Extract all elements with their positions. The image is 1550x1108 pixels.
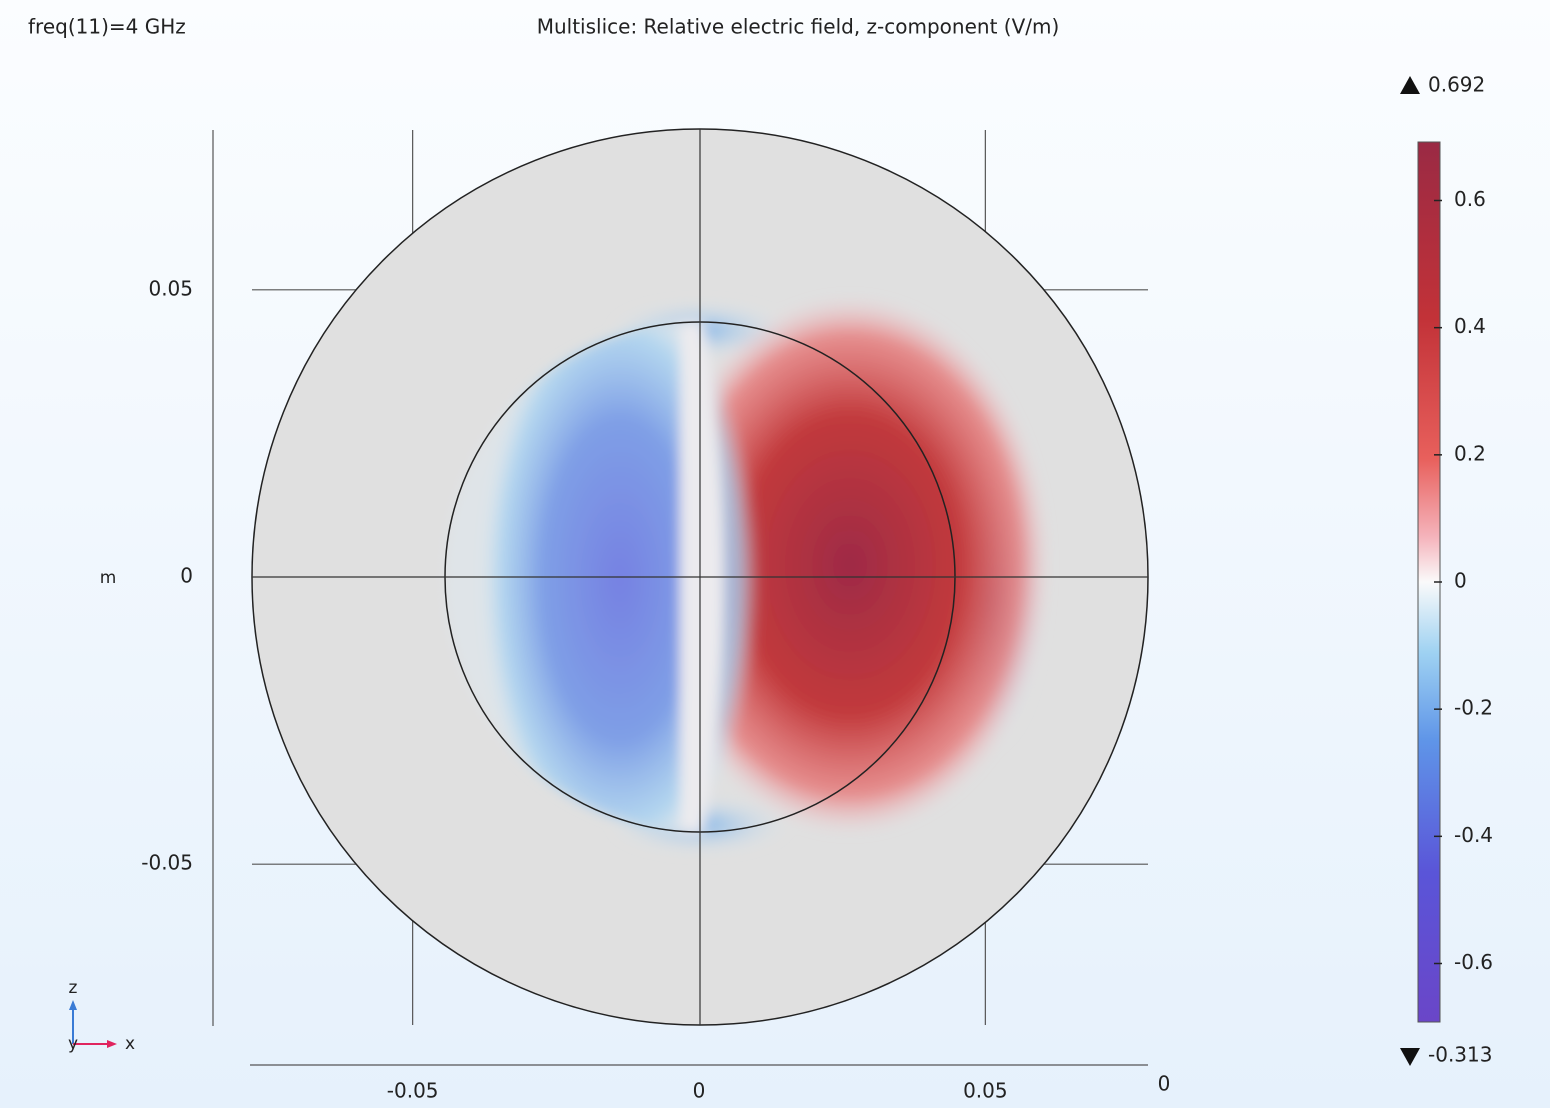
colorbar-tick-label: 0.6 <box>1454 187 1486 211</box>
colorbar-tick-label: -0.6 <box>1454 950 1493 974</box>
triad-label: x <box>125 1034 135 1054</box>
chart-title: Multislice: Relative electric field, z-c… <box>537 15 1060 39</box>
triad-arrow <box>107 1040 117 1048</box>
x-tick-label: -0.05 <box>387 1079 439 1103</box>
triad-label: y <box>68 1034 78 1054</box>
axis-triad: z y x <box>68 978 135 1054</box>
colorbar-tick-label: 0.4 <box>1454 314 1486 338</box>
colorbar-tick-label: 0.2 <box>1454 441 1486 465</box>
max-label: 0.692 <box>1428 73 1485 97</box>
triad-arrow <box>69 1000 77 1010</box>
y-tick-label: 0.05 <box>148 276 193 300</box>
colorbar-tick-label: -0.2 <box>1454 696 1493 720</box>
min-marker <box>1400 1048 1420 1066</box>
y-tick-label: 0 <box>180 564 193 588</box>
y-axis-label: m <box>100 568 117 588</box>
annotation: freq(11)=4 GHz <box>28 15 186 39</box>
colorbar-tick-label: -0.4 <box>1454 823 1493 847</box>
y-tick-label: -0.05 <box>141 851 193 875</box>
x-tick-label: 0 <box>693 1079 706 1103</box>
colorbar-tick-label: 0 <box>1454 569 1467 593</box>
min-label: -0.313 <box>1428 1043 1492 1067</box>
max-marker <box>1400 76 1420 94</box>
x-tick-label: 0.05 <box>963 1079 1008 1103</box>
field-lobe <box>650 295 1050 835</box>
z-tick-label: 0 <box>1158 1072 1171 1096</box>
triad-label: z <box>69 978 78 998</box>
